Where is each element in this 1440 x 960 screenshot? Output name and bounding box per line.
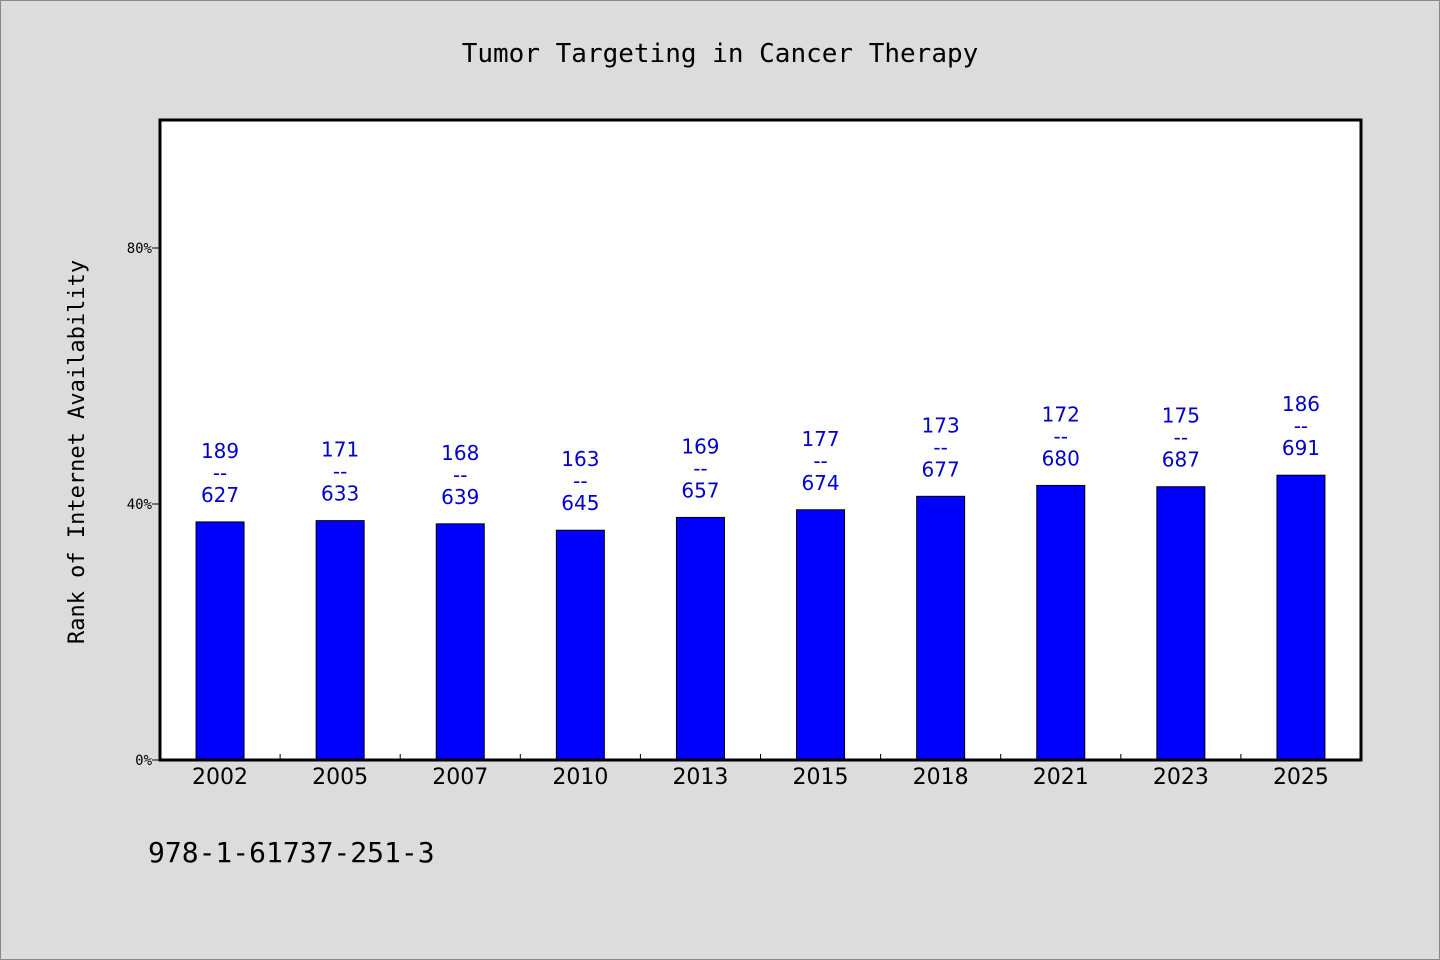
bar-label-bottom: 633 xyxy=(321,482,359,506)
bar-label-separator: -- xyxy=(1054,424,1068,448)
y-axis-label: Rank of Internet Availability xyxy=(65,260,90,644)
bar-label-separator: -- xyxy=(813,449,827,473)
plot-border xyxy=(158,118,1363,762)
bar-label-separator: -- xyxy=(1294,414,1308,438)
bar-2013 xyxy=(675,516,725,761)
bar-label-separator: -- xyxy=(693,456,707,480)
bar-2015 xyxy=(796,509,846,761)
bar-2021 xyxy=(1036,484,1086,761)
y-tick-label: 0% xyxy=(135,753,152,769)
bar-label-top: 186 xyxy=(1282,392,1320,416)
x-tick-label: 2007 xyxy=(432,765,488,790)
bar-2007 xyxy=(435,523,485,761)
bar-label-top: 189 xyxy=(201,439,239,463)
bar-label-top: 172 xyxy=(1042,402,1080,426)
x-tick-label: 2023 xyxy=(1153,765,1209,790)
bar-label-top: 177 xyxy=(801,427,839,451)
bar-2010 xyxy=(555,529,605,761)
x-tick-label: 2018 xyxy=(913,765,969,790)
bar-label-bottom: 677 xyxy=(922,457,960,481)
y-tick-label: 80% xyxy=(127,241,153,257)
bar-label-top: 163 xyxy=(561,447,599,471)
y-axis: 0% 40% 80% xyxy=(127,241,160,769)
bar-label-separator: -- xyxy=(1174,426,1188,450)
bar-label-top: 169 xyxy=(681,434,719,458)
bar-label-bottom: 687 xyxy=(1162,448,1200,472)
bar-2002 xyxy=(195,521,245,761)
bar-label-bottom: 674 xyxy=(801,471,839,495)
bar-label-bottom: 645 xyxy=(561,491,599,515)
x-tick-label: 2015 xyxy=(793,765,849,790)
bar-2005 xyxy=(315,520,365,761)
bar-label-separator: -- xyxy=(573,469,587,493)
bars-layer xyxy=(195,474,1326,761)
y-tick-label: 40% xyxy=(127,497,153,513)
x-tick-label: 2002 xyxy=(192,765,248,790)
bar-label-separator: -- xyxy=(213,461,227,485)
bar-label-separator: -- xyxy=(933,435,947,459)
x-tick-label: 2021 xyxy=(1033,765,1089,790)
bar-2025 xyxy=(1276,474,1326,761)
bar-label-bottom: 657 xyxy=(681,478,719,502)
x-tick-label: 2025 xyxy=(1273,765,1329,790)
chart-title: Tumor Targeting in Cancer Therapy xyxy=(462,39,979,69)
bar-label-bottom: 627 xyxy=(201,483,239,507)
x-tick-label: 2010 xyxy=(552,765,608,790)
bar-labels-layer: 627--189633--171639--168645--163657--169… xyxy=(201,392,1320,515)
bar-label-separator: -- xyxy=(453,463,467,487)
x-tick-label: 2013 xyxy=(672,765,728,790)
x-tick-label: 2005 xyxy=(312,765,368,790)
bar-label-top: 171 xyxy=(321,438,359,462)
bar-label-bottom: 680 xyxy=(1042,446,1080,470)
footnote-isbn: 978-1-61737-251-3 xyxy=(148,836,435,869)
bar-label-bottom: 691 xyxy=(1282,436,1320,460)
bar-label-separator: -- xyxy=(333,460,347,484)
bar-label-bottom: 639 xyxy=(441,485,479,509)
x-axis: 2002 2005 2007 2010 2013 2015 2018 2021 2023 2025 xyxy=(192,754,1329,790)
bar-2018 xyxy=(916,495,966,761)
bar-label-top: 175 xyxy=(1162,404,1200,428)
bar-label-top: 173 xyxy=(922,413,960,437)
bar-2023 xyxy=(1156,486,1206,761)
bar-label-top: 168 xyxy=(441,441,479,465)
